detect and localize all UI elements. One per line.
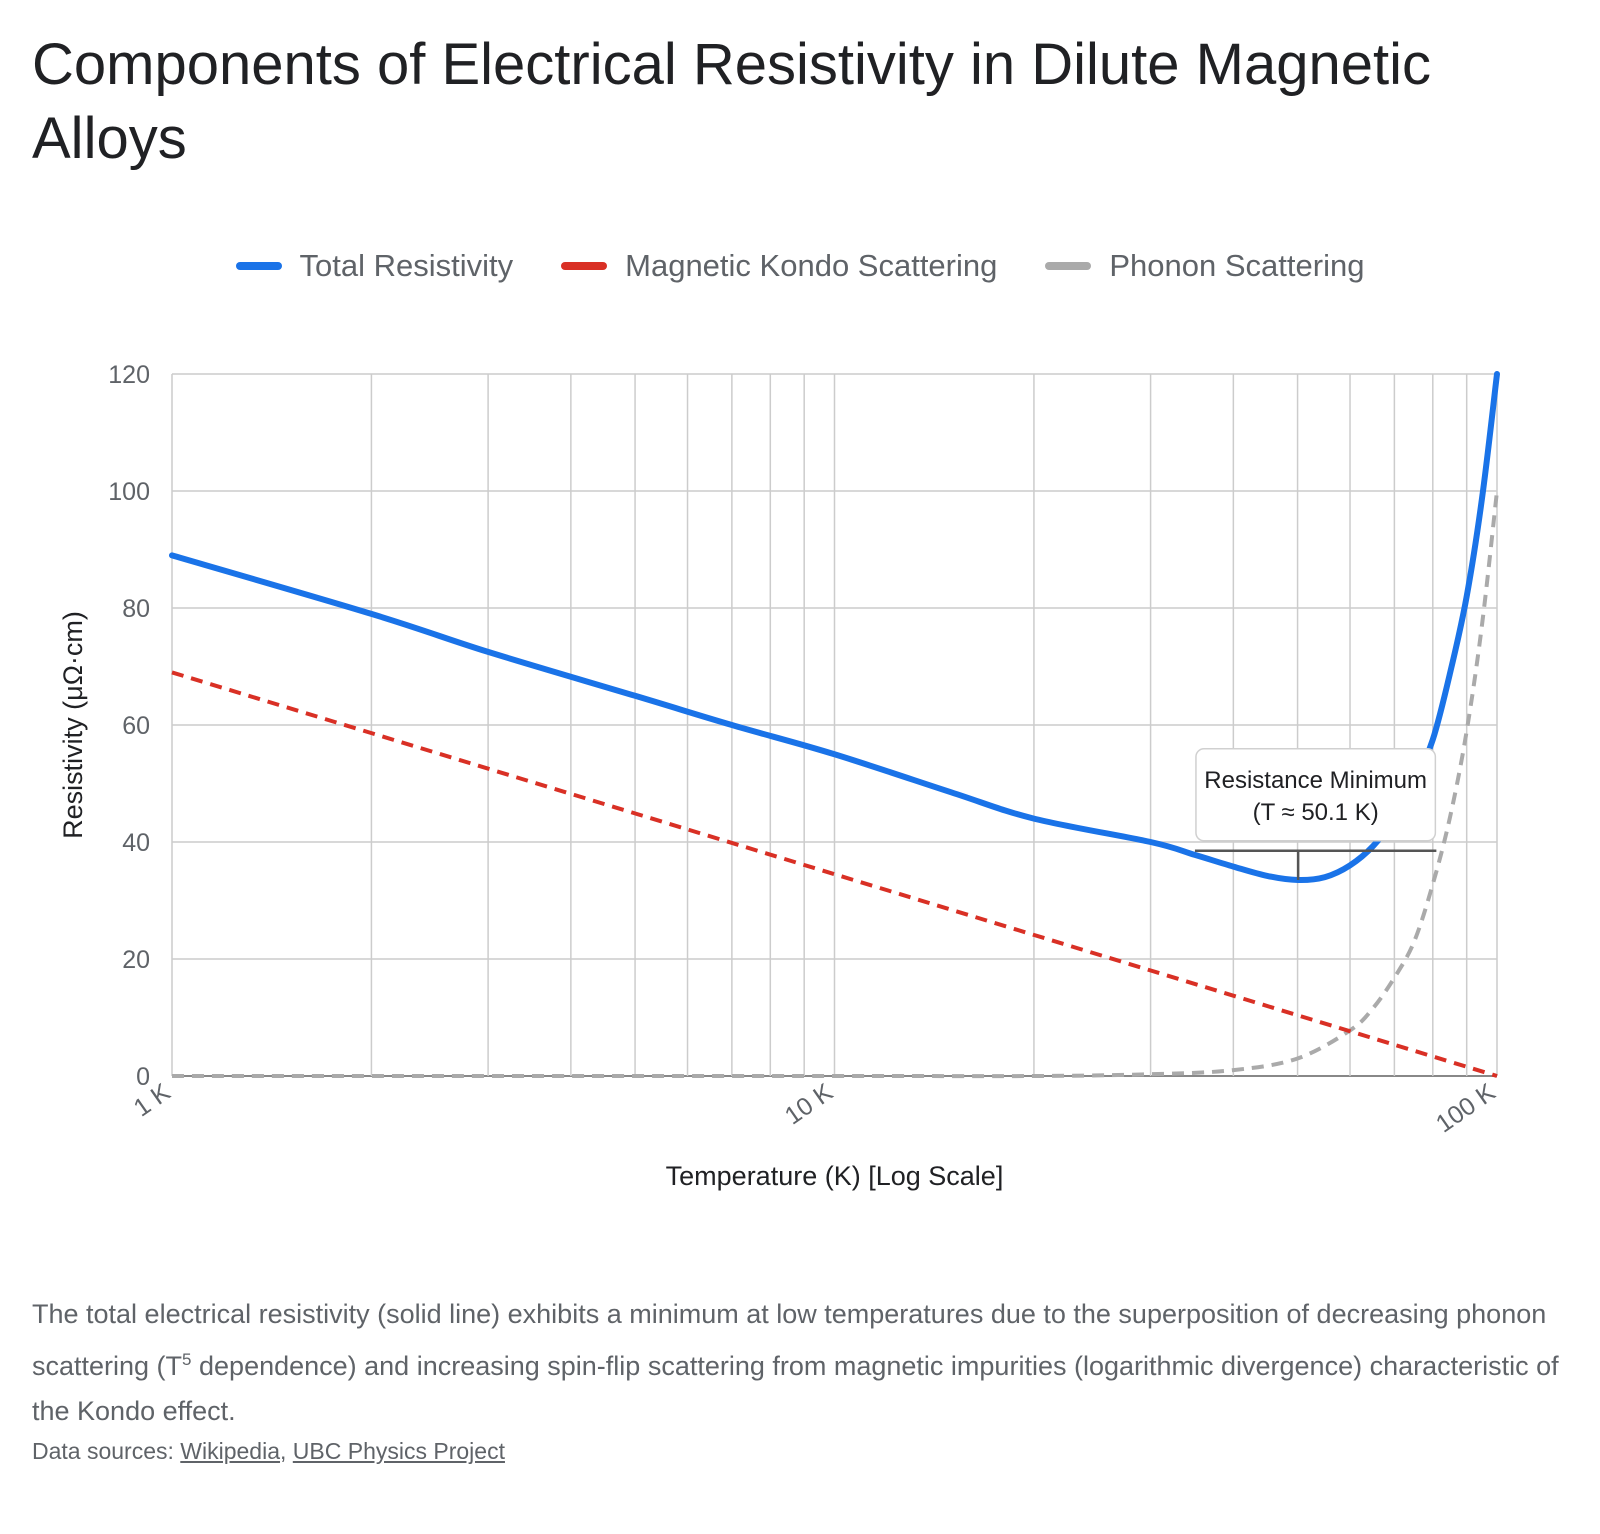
legend-swatch-phonon bbox=[1045, 262, 1092, 270]
source-link-wikipedia[interactable]: Wikipedia bbox=[180, 1438, 281, 1464]
chart-gridlines bbox=[171, 373, 1498, 1077]
legend-item-kondo[interactable]: Magnetic Kondo Scattering bbox=[561, 248, 997, 284]
legend-swatch-kondo bbox=[561, 262, 608, 270]
legend-swatch-total bbox=[235, 262, 282, 270]
y-tick-label: 120 bbox=[108, 361, 150, 389]
sources-label: Data sources: bbox=[32, 1438, 174, 1464]
series-line-total-resistivity bbox=[169, 371, 1500, 884]
series-line-kondo-scattering bbox=[171, 670, 1498, 1078]
y-tick-label: 0 bbox=[136, 1063, 150, 1091]
annotation-box bbox=[1195, 748, 1437, 842]
chart-title: Components of Electrical Resistivity in … bbox=[32, 32, 1431, 171]
legend-label-total: Total Resistivity bbox=[299, 248, 514, 283]
y-tick-label: 80 bbox=[122, 595, 150, 623]
chart-legend: Total Resistivity Magnetic Kondo Scatter… bbox=[0, 243, 1600, 289]
y-tick-label: 20 bbox=[122, 946, 150, 974]
chart-series bbox=[169, 371, 1500, 1079]
resistance-minimum-annotation: Resistance Minimum (T ≈ 50.1 K) bbox=[1194, 748, 1437, 881]
chart-description: The total electrical resistivity (solid … bbox=[32, 1292, 1572, 1434]
y-axis-tick-labels: 0 20 40 60 80 100 120 bbox=[108, 361, 150, 1091]
y-tick-label: 40 bbox=[122, 829, 150, 857]
x-axis-tick-labels: 1 K 10 K 100 K bbox=[129, 1078, 1501, 1139]
note-text-part2: dependence) and increasing spin-flip sca… bbox=[32, 1351, 1559, 1426]
y-tick-label: 60 bbox=[122, 712, 150, 740]
note-text-part1: The total electrical resistivity (solid … bbox=[32, 1299, 1547, 1381]
y-axis-title: Resistivity (μΩ·cm) bbox=[58, 611, 88, 839]
annotation-title: Resistance Minimum bbox=[1204, 767, 1427, 794]
x-axis-title: Temperature (K) [Log Scale] bbox=[666, 1161, 1004, 1191]
data-sources: Data sources: Wikipedia, UBC Physics Pro… bbox=[32, 1438, 505, 1464]
x-tick-label: 10 K bbox=[780, 1078, 838, 1131]
source-link-ubc[interactable]: UBC Physics Project bbox=[292, 1438, 505, 1464]
annotation-value: (T ≈ 50.1 K) bbox=[1253, 799, 1379, 826]
legend-item-total[interactable]: Total Resistivity bbox=[235, 248, 514, 284]
y-tick-label: 100 bbox=[108, 478, 150, 506]
x-tick-label: 100 K bbox=[1431, 1078, 1501, 1139]
legend-label-phonon: Phonon Scattering bbox=[1109, 248, 1365, 283]
legend-item-phonon[interactable]: Phonon Scattering bbox=[1045, 248, 1364, 284]
note-superscript: 5 bbox=[182, 1350, 192, 1369]
legend-label-kondo: Magnetic Kondo Scattering bbox=[625, 248, 998, 283]
